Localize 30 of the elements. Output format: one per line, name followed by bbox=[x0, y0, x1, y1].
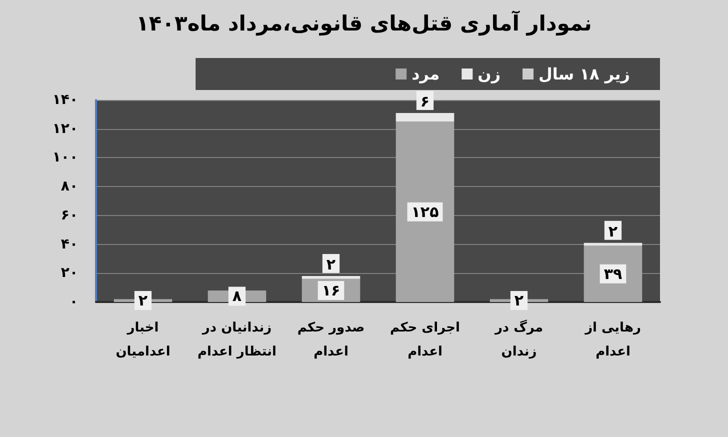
x-tick-label: صدور حکم اعدام bbox=[297, 320, 365, 360]
data-label: ۸ bbox=[232, 287, 242, 306]
data-label: ۱۲۵ bbox=[411, 202, 439, 221]
data-label: ۲ bbox=[514, 292, 524, 310]
legend-label: مرد bbox=[412, 64, 440, 84]
bar bbox=[396, 112, 454, 122]
x-tick-label: اجرای حکم اعدام bbox=[390, 320, 460, 360]
legend-label: زیر ۱۸ سال bbox=[538, 64, 630, 84]
data-label: ۱۶ bbox=[322, 281, 340, 300]
data-label: ۳۹ bbox=[604, 264, 622, 283]
y-tick-label: ۲۰ bbox=[60, 265, 78, 282]
y-tick-label: ۶۰ bbox=[60, 207, 78, 224]
x-tick-label: مرگ در زندان bbox=[494, 320, 544, 360]
x-tick-label: اخبار اعدامیان bbox=[116, 320, 170, 360]
bar bbox=[396, 122, 454, 302]
data-label: ۶ bbox=[420, 92, 430, 110]
x-tick-label: رهایی از اعدام bbox=[584, 320, 641, 360]
data-label: ۲ bbox=[138, 292, 148, 310]
y-tick-label: ۸۰ bbox=[60, 178, 78, 195]
x-tick-label: زندانیان در انتظار اعدام bbox=[197, 320, 277, 360]
y-tick-label: ۱۰۰ bbox=[52, 150, 78, 166]
data-label: ۲ bbox=[608, 222, 618, 240]
y-tick-label: ۴۰ bbox=[60, 236, 78, 252]
y-tick-label: ۱۲۰ bbox=[52, 120, 78, 137]
legend-label: زن bbox=[478, 64, 501, 84]
y-tick-label: ۰ bbox=[69, 294, 78, 310]
bar bbox=[302, 276, 360, 279]
data-label: ۲ bbox=[326, 256, 336, 274]
chart-title: نمودار آماری قتل‌های قانونی،مرداد ماه۱۴۰۳ bbox=[136, 10, 592, 36]
y-tick-label: ۱۴۰ bbox=[52, 92, 78, 108]
